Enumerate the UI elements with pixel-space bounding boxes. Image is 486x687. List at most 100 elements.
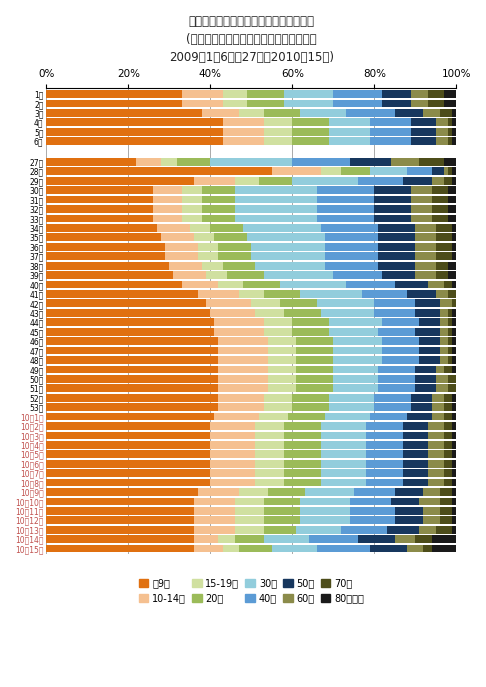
Bar bbox=[382, 356, 419, 364]
Bar bbox=[214, 234, 247, 241]
Bar bbox=[415, 375, 436, 383]
Bar bbox=[329, 403, 374, 411]
Bar bbox=[370, 545, 407, 552]
Bar bbox=[444, 431, 452, 439]
Bar bbox=[223, 545, 239, 552]
Bar bbox=[333, 90, 382, 98]
Bar bbox=[411, 403, 432, 411]
Bar bbox=[46, 545, 194, 552]
Bar bbox=[440, 109, 452, 117]
Bar bbox=[194, 526, 235, 534]
Bar bbox=[325, 234, 379, 241]
Bar bbox=[379, 384, 415, 392]
Bar bbox=[415, 252, 436, 260]
Bar bbox=[292, 318, 329, 326]
Bar bbox=[198, 243, 219, 251]
Bar bbox=[165, 252, 198, 260]
Bar bbox=[317, 300, 374, 307]
Bar bbox=[169, 262, 202, 269]
Bar bbox=[46, 168, 272, 175]
Bar bbox=[333, 100, 382, 107]
Bar bbox=[423, 507, 440, 515]
Bar bbox=[235, 177, 260, 185]
Bar bbox=[374, 394, 411, 401]
Bar bbox=[46, 243, 165, 251]
Bar bbox=[198, 290, 239, 297]
Bar bbox=[223, 118, 263, 126]
Bar bbox=[428, 280, 444, 289]
Bar bbox=[423, 545, 432, 552]
Bar bbox=[243, 224, 321, 232]
Bar bbox=[153, 205, 182, 213]
Bar bbox=[46, 100, 182, 107]
Bar bbox=[432, 205, 448, 213]
Bar bbox=[415, 309, 440, 317]
Bar bbox=[284, 422, 321, 430]
Bar bbox=[452, 337, 456, 345]
Bar bbox=[415, 365, 436, 373]
Bar bbox=[46, 328, 214, 335]
Bar bbox=[452, 517, 456, 524]
Bar bbox=[300, 497, 349, 505]
Bar bbox=[395, 109, 423, 117]
Bar bbox=[440, 488, 452, 496]
Bar bbox=[292, 403, 329, 411]
Bar bbox=[255, 460, 284, 468]
Bar bbox=[366, 451, 403, 458]
Bar bbox=[448, 137, 452, 145]
Bar bbox=[284, 469, 321, 477]
Bar bbox=[448, 318, 452, 326]
Bar bbox=[415, 243, 436, 251]
Bar bbox=[223, 128, 263, 135]
Bar bbox=[428, 422, 444, 430]
Bar bbox=[46, 347, 219, 354]
Bar bbox=[210, 441, 255, 449]
Bar bbox=[235, 507, 263, 515]
Bar bbox=[415, 300, 440, 307]
Bar bbox=[214, 318, 263, 326]
Bar bbox=[379, 262, 415, 269]
Bar bbox=[444, 413, 452, 420]
Bar bbox=[202, 214, 235, 223]
Bar bbox=[370, 128, 411, 135]
Bar bbox=[219, 375, 268, 383]
Bar bbox=[235, 196, 317, 203]
Bar bbox=[46, 365, 219, 373]
Bar bbox=[329, 118, 370, 126]
Bar bbox=[370, 168, 407, 175]
Bar bbox=[440, 300, 452, 307]
Bar bbox=[395, 507, 423, 515]
Bar bbox=[219, 535, 235, 543]
Bar bbox=[251, 252, 325, 260]
Bar bbox=[46, 507, 194, 515]
Bar bbox=[194, 507, 235, 515]
Bar bbox=[432, 535, 456, 543]
Bar bbox=[46, 224, 157, 232]
Bar bbox=[432, 394, 444, 401]
Bar bbox=[403, 422, 428, 430]
Bar bbox=[448, 384, 456, 392]
Bar bbox=[268, 384, 296, 392]
Bar bbox=[329, 394, 374, 401]
Bar bbox=[46, 177, 194, 185]
Bar bbox=[46, 488, 198, 496]
Bar bbox=[46, 403, 219, 411]
Bar bbox=[452, 243, 456, 251]
Bar bbox=[419, 158, 444, 166]
Bar bbox=[255, 422, 284, 430]
Bar bbox=[223, 137, 263, 145]
Bar bbox=[296, 365, 333, 373]
Bar bbox=[428, 90, 444, 98]
Bar bbox=[444, 469, 452, 477]
Bar bbox=[436, 290, 448, 297]
Bar bbox=[329, 128, 370, 135]
Bar bbox=[379, 365, 415, 373]
Bar bbox=[407, 413, 432, 420]
Bar bbox=[436, 137, 448, 145]
Bar bbox=[288, 413, 325, 420]
Bar bbox=[46, 497, 194, 505]
Bar bbox=[219, 384, 268, 392]
Bar bbox=[391, 497, 419, 505]
Bar bbox=[219, 347, 268, 354]
Bar bbox=[379, 328, 415, 335]
